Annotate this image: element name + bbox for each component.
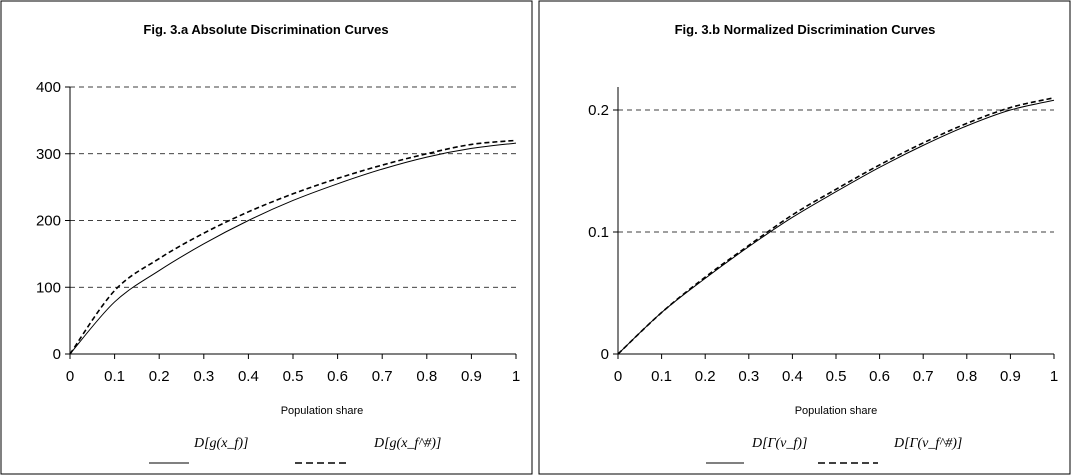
x-tick-label: 0.2 [695,368,716,385]
x-tick-label: 0.7 [913,368,934,385]
x-tick-label: 0.8 [956,368,977,385]
x-tick-labels: 0 0.1 0.2 0.3 0.4 0.5 0.6 0.7 0.8 0.9 1 [66,368,520,385]
x-tick-label: 0.4 [238,368,259,385]
x-tick-label: 0.3 [738,368,759,385]
panel-border [0,0,533,475]
x-axis-label: Population share [795,405,878,417]
series-lines [69,139,517,355]
y-tick-label: 0.2 [588,102,609,119]
axes [613,87,1055,359]
x-tick-label: 0.5 [283,368,304,385]
x-tick-label: 0.7 [372,368,393,385]
x-tick-label: 1 [1050,368,1058,385]
y-tick-labels: 0 0.1 0.2 [588,102,609,363]
grid-lines [618,109,1054,233]
y-tick-label: 400 [36,79,61,96]
y-tick-label: 0 [53,346,61,363]
x-tick-label: 0.1 [651,368,672,385]
x-tick-label: 0 [66,368,74,385]
x-tick-labels: 0 0.1 0.2 0.3 0.4 0.5 0.6 0.7 0.8 0.9 1 [614,368,1058,385]
x-tick-label: 0.5 [826,368,847,385]
legend-label-solid: D[g(x_f)] [193,436,248,451]
x-tick-label: 0.3 [193,368,214,385]
series-line-solid [69,142,517,355]
y-tick-label: 0 [601,346,609,363]
x-axis-label: Population share [281,405,364,417]
x-tick-label: 0 [614,368,622,385]
series-line-dashed [617,97,1055,355]
x-tick-label: 0.4 [782,368,803,385]
chart-panel-absolute: Fig. 3.a Absolute Discrimination Curves … [0,0,533,475]
x-tick-label: 0.2 [149,368,170,385]
legend-label-dashed: D[g(x_f^#)] [373,436,441,451]
y-tick-label: 100 [36,279,61,296]
x-tick-label: 0.6 [327,368,348,385]
chart-panel-normalized: Fig. 3.b Normalized Discrimination Curve… [538,0,1071,475]
legend: D[g(x_f)] D[g(x_f^#)] [149,436,441,464]
series-line-dashed [69,139,517,355]
legend: D[Γ(v_f)] D[Γ(v_f^#)] [706,436,962,464]
x-tick-label: 0.6 [869,368,890,385]
y-tick-label: 300 [36,146,61,163]
x-tick-label: 0.8 [416,368,437,385]
legend-label-dashed: D[Γ(v_f^#)] [893,436,962,451]
x-tick-label: 0.1 [104,368,125,385]
x-tick-label: 0.9 [461,368,482,385]
panel-border [538,0,1071,475]
y-tick-label: 200 [36,213,61,230]
x-tick-label: 0.9 [1000,368,1021,385]
x-tick-label: 1 [512,368,520,385]
axes [65,86,517,359]
legend-label-solid: D[Γ(v_f)] [751,436,807,451]
y-tick-labels: 0 100 200 300 400 [36,79,61,363]
chart-title: Fig. 3.a Absolute Discrimination Curves [143,22,388,37]
y-tick-label: 0.1 [588,224,609,241]
chart-title: Fig. 3.b Normalized Discrimination Curve… [675,22,936,37]
series-lines [617,97,1055,355]
